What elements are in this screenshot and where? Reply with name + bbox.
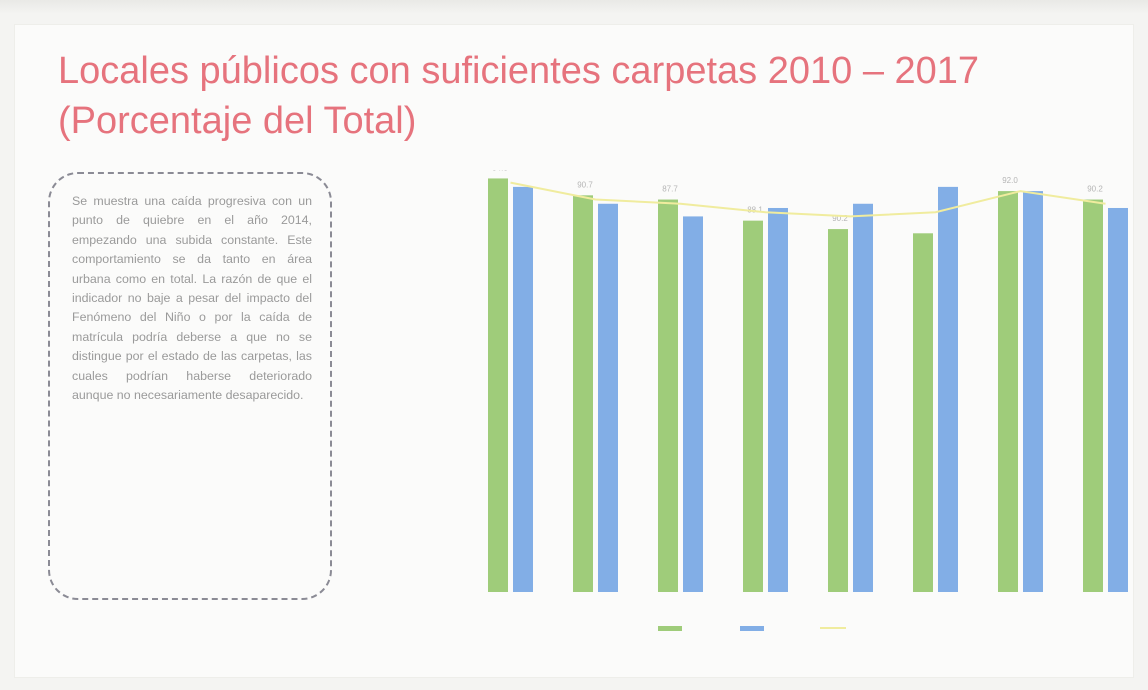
bar-series2-4 [768, 207, 788, 593]
bar-series2-5 [853, 203, 873, 592]
data-label-3: 87.7 [662, 185, 678, 194]
bar-series2-7 [1023, 191, 1043, 592]
data-label-5: 90.2 [832, 214, 848, 223]
bar-series2-3 [683, 216, 703, 593]
bar-series1-8 [1083, 199, 1103, 593]
bar-series2-1 [513, 186, 533, 592]
bar-series1-7 [998, 191, 1018, 592]
note-box: Se muestra una caída progresiva con un p… [48, 172, 332, 600]
bar-chart: 94.8 90.7 87.7 88.1 90.2 92.0 90.2 [488, 163, 1128, 631]
bar-series2-8 [1108, 207, 1128, 593]
data-label-4: 88.1 [747, 206, 763, 215]
title-line-1: Locales públicos con suficientes carpeta… [58, 50, 980, 92]
data-label-7: 92.0 [1002, 176, 1018, 185]
title-line-2: (Porcentaje del Total) [58, 100, 417, 142]
bar-series1-4 [743, 220, 763, 592]
bar-series2-2 [598, 203, 618, 592]
legend-swatch-1 [658, 626, 682, 631]
legend-swatch-2 [740, 626, 764, 631]
data-label-1: 94.8 [492, 170, 508, 172]
bar-series1-2 [573, 195, 593, 592]
note-text: Se muestra una caída progresiva con un p… [72, 194, 312, 403]
data-label-8: 90.2 [1087, 185, 1103, 194]
bar-series2-6 [938, 186, 958, 592]
chart-area: 94.8 90.7 87.7 88.1 90.2 92.0 90.2 [420, 163, 1140, 640]
bar-series1-6 [913, 233, 933, 593]
line-series-total [510, 181, 1106, 218]
bar-series1-3 [658, 199, 678, 593]
data-label-2: 90.7 [577, 180, 593, 189]
chart-title: Locales públicos con suficientes carpeta… [58, 46, 1058, 146]
bar-series1-5 [828, 229, 848, 592]
bar-series1-1 [488, 178, 508, 592]
top-strip [0, 0, 1148, 14]
